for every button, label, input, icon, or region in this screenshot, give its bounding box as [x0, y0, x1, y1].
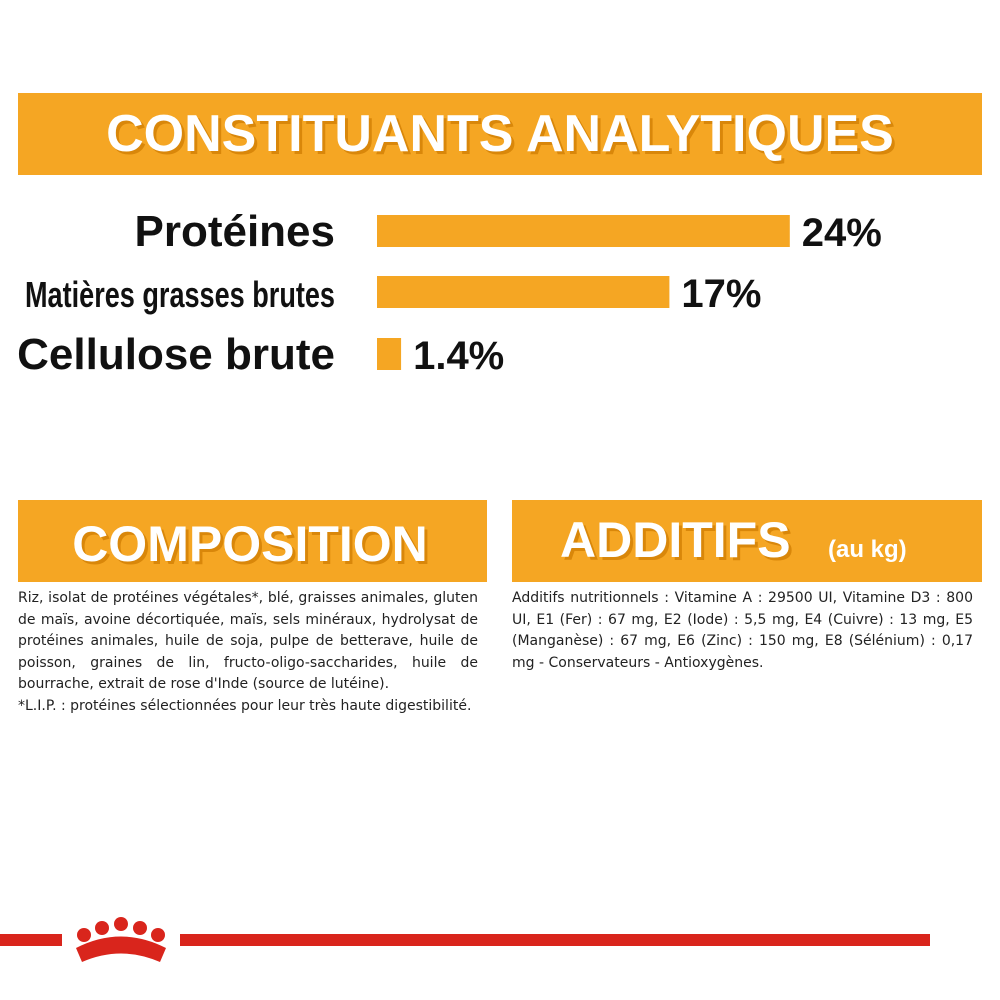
value-label: 24%: [802, 211, 882, 255]
title-shadow: CONSTITUANTS ANALYTIQUES: [109, 108, 897, 166]
composition-body: Riz, isolat de protéines végétales*, blé…: [18, 590, 478, 692]
composition-title: COMPOSITION: [72, 516, 428, 572]
bar: [377, 276, 670, 308]
additifs-body: Additifs nutritionnels : Vitamine A : 29…: [512, 590, 973, 671]
value-label: 17%: [681, 272, 761, 316]
additifs-unit: (au kg): [828, 536, 907, 563]
header-band: [18, 93, 982, 175]
category-label: Protéines: [134, 207, 335, 256]
composition-band: [18, 500, 487, 582]
bar: [377, 215, 790, 247]
crown-logo: [76, 917, 166, 962]
value-label: 1.4%: [413, 334, 504, 378]
composition-note: *L.I.P. : protéines sélectionnées pour l…: [18, 697, 472, 714]
additifs-shadow: ADDITIFS: [563, 515, 794, 571]
additifs-band: [512, 500, 982, 582]
additifs-text: Additifs nutritionnels : Vitamine A : 29…: [512, 588, 973, 674]
additifs-title: ADDITIFS: [560, 512, 791, 568]
chart-title: CONSTITUANTS ANALYTIQUES: [106, 105, 894, 163]
composition-shadow: COMPOSITION: [75, 519, 431, 575]
category-label: Cellulose brute: [17, 330, 335, 379]
bar: [377, 338, 402, 370]
category-label: Matières grasses brutes: [25, 274, 335, 315]
composition-text: Riz, isolat de protéines végétales*, blé…: [18, 588, 478, 717]
